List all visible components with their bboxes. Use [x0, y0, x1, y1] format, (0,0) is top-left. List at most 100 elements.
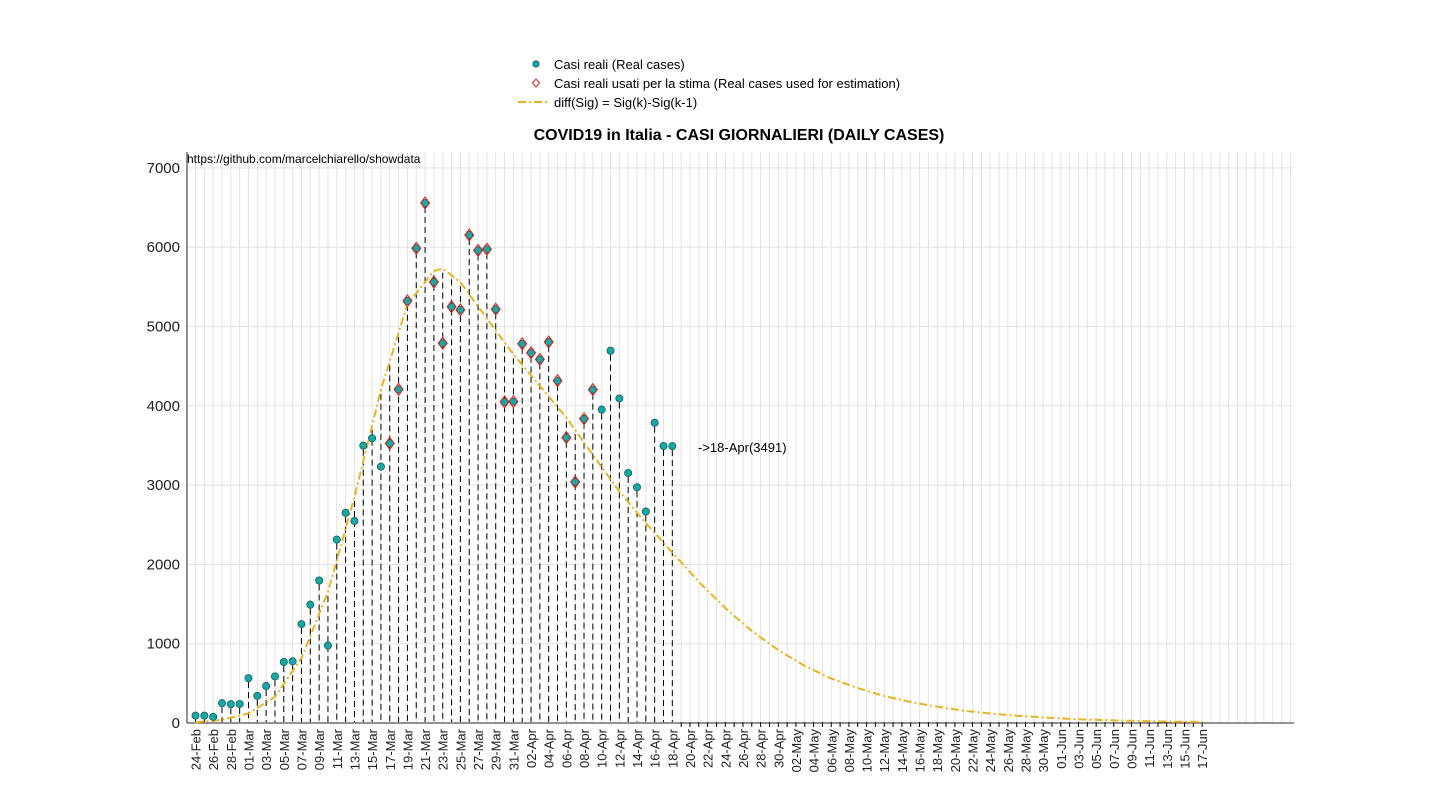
real-case-point [253, 691, 262, 700]
y-tick-label: 5000 [147, 318, 180, 335]
x-tick-label: 18-Apr [665, 728, 680, 768]
x-tick-label: 23-Mar [436, 728, 451, 770]
x-tick-label: 09-Mar [312, 728, 327, 770]
real-case-point [633, 483, 642, 492]
real-case-point [359, 441, 368, 450]
estimation-case-marker [411, 241, 422, 256]
real-case-point [332, 535, 341, 544]
real-case-point [412, 244, 421, 253]
estimation-case-marker [587, 382, 598, 397]
real-case-point [341, 508, 350, 517]
estimation-case-marker [428, 275, 440, 289]
x-tick-label: 20-May [948, 729, 963, 773]
x-tick-label: 26-May [1001, 729, 1016, 773]
x-tick-label: 21-Mar [418, 728, 433, 770]
x-tick-label: 26-Feb [206, 729, 221, 770]
real-case-point [288, 657, 297, 666]
x-tick-label: 09-Jun [1124, 729, 1139, 769]
x-tick-label: 01-Jun [1054, 729, 1069, 769]
data-points [191, 196, 677, 721]
real-case-point [200, 711, 209, 720]
estimation-case-marker [455, 302, 466, 317]
source-link[interactable]: https://github.com/marcelchiarello/showd… [187, 152, 421, 166]
last-point-annotation: ->18-Apr(3491) [698, 440, 787, 455]
real-case-point [518, 339, 527, 348]
x-tick-label: 05-Jun [1089, 729, 1104, 769]
x-tick-label: 24-May [983, 729, 998, 773]
real-case-point [191, 711, 200, 720]
legend-label-estimation-cases: Casi reali usati per la stima (Real case… [554, 76, 900, 91]
x-tick-label: 29-Mar [489, 728, 504, 770]
x-tick-label: 04-May [807, 729, 822, 773]
real-case-point [482, 245, 491, 254]
x-tick-label: 05-Mar [277, 728, 292, 770]
x-tick-label: 22-May [966, 729, 981, 773]
x-tick-label: 02-Apr [524, 728, 539, 768]
estimation-case-marker [472, 243, 484, 258]
x-tick-label: 08-Apr [577, 728, 592, 768]
real-case-point [650, 418, 659, 427]
real-case-point [244, 674, 253, 683]
x-tick-label: 28-May [1019, 729, 1034, 773]
real-case-point [500, 397, 509, 406]
x-tick-label: 19-Mar [400, 728, 415, 770]
estimation-case-marker [384, 436, 395, 451]
estimation-case-marker [481, 242, 493, 257]
real-case-point [491, 305, 500, 314]
real-case-point [597, 405, 606, 414]
x-tick-label: 01-Mar [241, 728, 256, 770]
real-case-point [509, 397, 518, 406]
real-case-point [376, 462, 385, 471]
real-case-point [235, 699, 244, 708]
real-case-point [606, 346, 615, 355]
real-case-point [641, 507, 650, 516]
real-case-point [429, 278, 438, 287]
real-case-point [624, 468, 633, 477]
legend-label-real-cases: Casi reali (Real cases) [554, 57, 685, 72]
real-case-point [217, 699, 226, 708]
x-tick-label: 08-May [842, 729, 857, 773]
estimation-case-marker [402, 294, 413, 308]
x-tick-label: 30-Apr [771, 728, 786, 768]
x-tick-label: 02-May [789, 729, 804, 773]
real-case-point [580, 414, 589, 423]
x-tick-label: 13-Mar [347, 728, 362, 770]
x-tick-label: 20-Apr [683, 728, 698, 768]
y-tick-label: 3000 [147, 477, 180, 494]
real-case-point [394, 385, 403, 394]
x-tick-label: 28-Feb [224, 729, 239, 770]
x-tick-label: 15-Jun [1177, 729, 1192, 769]
x-tick-label: 06-May [824, 729, 839, 773]
x-tick-label: 27-Mar [471, 728, 486, 770]
x-tick-label: 11-Mar [330, 728, 345, 769]
estimation-case-marker [490, 302, 501, 317]
fit-curve [195, 267, 1203, 724]
real-case-point [421, 198, 430, 207]
x-tick-label: 07-Mar [294, 728, 309, 770]
real-case-point [588, 385, 597, 394]
real-case-point [474, 246, 483, 255]
estimation-case-marker [393, 382, 404, 397]
x-tick-label: 17-Jun [1195, 729, 1210, 769]
estimation-case-marker [517, 336, 528, 351]
fit-curve-line [195, 267, 1203, 724]
x-tick-label: 06-Apr [559, 728, 574, 768]
x-tick-label: 22-Apr [701, 728, 716, 768]
real-case-point [659, 441, 668, 450]
y-tick-label: 2000 [147, 556, 180, 573]
y-tick-label: 7000 [147, 160, 180, 177]
estimation-case-marker [561, 430, 572, 445]
legend-label-fit-curve: diff(Sig) = Sig(k)-Sig(k-1) [554, 95, 697, 110]
real-case-point [226, 700, 235, 709]
real-case-point [323, 641, 332, 650]
chart-title: COVID19 in Italia - CASI GIORNALIERI (DA… [534, 127, 945, 144]
real-case-point [350, 517, 359, 526]
real-case-point [615, 394, 624, 403]
x-tick-label: 10-Apr [595, 728, 610, 768]
x-tick-labels: 24-Feb 26-Feb 28-Feb 01-Mar 03-Mar 05-Mar 07-M… [189, 728, 1211, 772]
real-case-point [315, 576, 324, 585]
real-case-point [297, 620, 306, 629]
x-tick-label: 13-Jun [1160, 729, 1175, 769]
axes [186, 152, 1294, 724]
